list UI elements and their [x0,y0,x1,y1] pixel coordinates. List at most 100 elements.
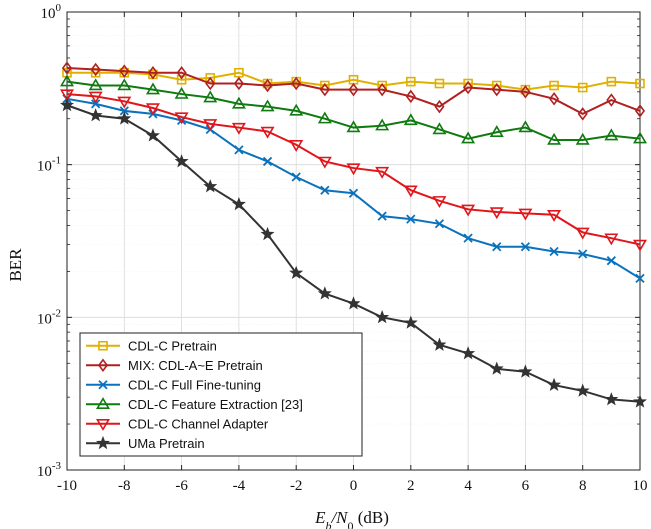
data-point [231,96,246,109]
data-point [205,76,216,91]
y-tick-label: 10-3 [37,460,62,480]
series-line [66,93,641,246]
data-point [578,249,588,259]
legend: CDL-C Pretrain MIX: CDL-A~E Pretrain CDL-C… [79,332,363,457]
data-point [234,67,244,78]
series-4 [60,89,647,252]
legend-item: MIX: CDL-A~E Pretrain [86,358,263,373]
data-point [635,78,645,89]
data-point [577,82,588,93]
data-point [260,226,275,241]
data-point [634,104,646,118]
legend-label: UMa Pretrain [128,436,205,451]
data-point [205,73,216,83]
data-point [434,219,445,229]
data-point [403,315,418,329]
data-point [463,80,474,95]
legend-marker [97,358,109,372]
x-tick-label: 8 [579,478,587,494]
data-point [604,392,619,406]
data-point [489,207,504,220]
data-point [461,346,476,360]
y-tick-label: 10-2 [37,307,61,327]
series-line [67,71,641,91]
data-point [147,66,159,80]
data-point [145,82,160,95]
legend-box [79,332,363,457]
data-point [461,131,476,144]
data-point [549,92,560,106]
data-point [492,242,502,252]
data-point [88,78,103,91]
data-point [375,166,390,179]
data-point [233,76,244,91]
data-point [88,108,103,122]
x-tick-label: -2 [290,478,303,494]
x-axis-label-sub-0: 0 [348,519,354,529]
data-point [633,239,647,252]
data-point [518,120,533,133]
data-point [633,394,647,408]
data-point [604,128,619,141]
axis-ticks: -10 -8 -6 -4 -2 0 2 4 6 8 10 100 10-1 10-2 10-3 [37,2,648,494]
series-5 [60,97,647,408]
y-tick-label: 10-1 [37,155,61,175]
data-point [403,113,418,126]
legend-marker [96,435,110,450]
data-point [88,91,103,104]
x-tick-label: -6 [175,478,188,494]
legend-marker [96,397,110,409]
legend-label: CDL-C Full Fine-tuning [128,377,261,392]
series-line [66,80,641,142]
series-1 [61,61,646,121]
data-point [231,196,246,211]
data-point [463,233,473,243]
data-point [434,99,445,114]
series-line [66,66,641,116]
data-point [317,156,332,169]
legend-label: CDL-C Pretrain [128,338,217,353]
data-point [549,80,559,91]
data-point [434,78,445,89]
data-point [606,256,616,266]
data-point [319,82,330,97]
data-point [176,66,187,80]
data-point [346,120,361,133]
data-point [549,246,559,257]
legend-label: CDL-C Feature Extraction [23] [128,397,303,412]
data-point [547,132,562,145]
data-point [60,89,74,102]
x-tick-label: -8 [118,478,131,494]
legend-label: CDL-C Channel Adapter [128,416,269,431]
data-point [348,82,359,97]
x-tick-label: 4 [464,478,472,494]
x-axis-label-over-n: /N [330,508,349,527]
data-point [289,140,304,152]
x-axis-label-sub-b: b [325,519,331,529]
legend-item: CDL-C Channel Adapter [86,416,269,431]
series-group [60,61,647,408]
data-point [547,210,562,222]
x-tick-label: 0 [350,478,358,494]
series-0 [62,67,645,95]
x-tick-label: 10 [633,478,648,494]
data-point [119,64,130,78]
x-axis-label: Eb/N0 (dB) [314,508,389,529]
data-point [405,76,416,87]
data-point [61,61,73,75]
data-point [60,97,74,112]
data-point [375,309,390,324]
data-point [231,122,246,135]
data-point [432,122,447,135]
x-tick-label: -4 [233,478,246,494]
data-point [203,90,218,103]
data-point [406,214,416,224]
data-point [260,126,275,139]
data-point [518,208,533,221]
data-point [375,118,390,131]
data-point [291,76,302,91]
data-point [289,265,304,279]
y-tick-label: 100 [41,2,62,22]
data-point [291,172,301,182]
